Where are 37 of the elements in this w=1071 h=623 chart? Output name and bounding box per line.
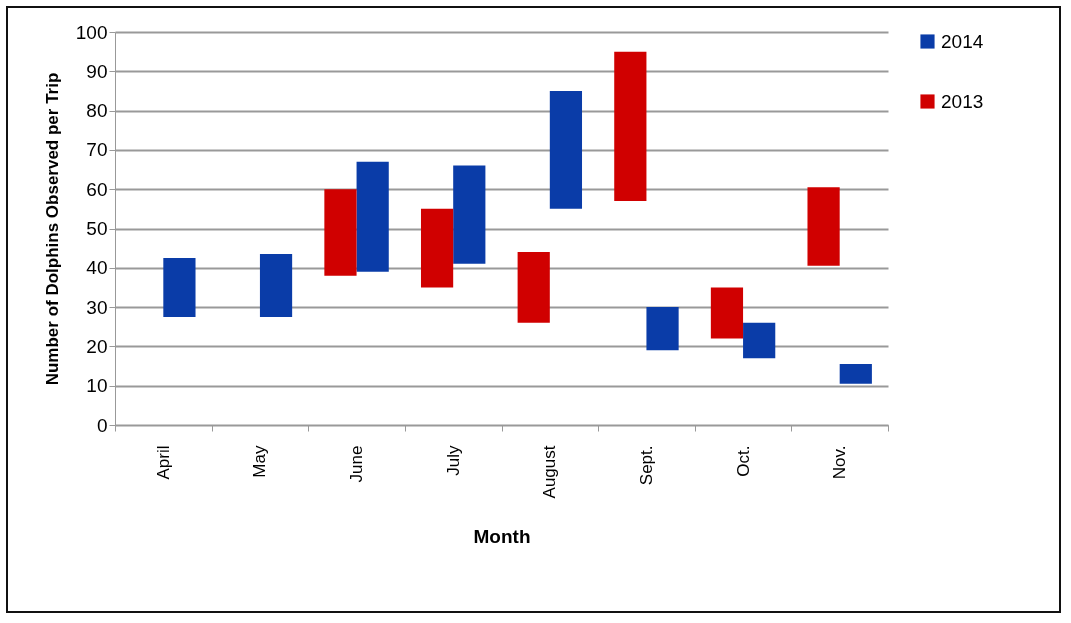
x-tick-label: July: [443, 445, 463, 476]
bar: [517, 252, 550, 323]
y-tick-label: 70: [86, 139, 108, 161]
bar: [614, 51, 647, 201]
y-tick-label: 100: [75, 21, 108, 43]
bar: [743, 322, 776, 359]
bar: [356, 161, 389, 272]
x-tick-label: May: [250, 445, 270, 478]
y-tick-label: 10: [86, 375, 108, 397]
bar: [163, 257, 196, 317]
y-tick-label: 20: [86, 335, 108, 357]
y-axis-title: Number of Dolphins Observed per Trip: [42, 72, 62, 386]
bar: [453, 165, 486, 264]
y-tick-label: 40: [86, 257, 108, 279]
x-tick-label: Sept.: [636, 445, 656, 486]
x-tick-label: April: [153, 445, 173, 480]
y-tick-label: 0: [96, 414, 108, 436]
y-tick-label: 60: [86, 178, 108, 200]
x-tick-label: June: [347, 445, 367, 483]
y-tick-label: 30: [86, 296, 108, 318]
x-axis-title: Month: [473, 526, 531, 548]
bar: [710, 287, 744, 339]
x-tick-label: Oct.: [733, 445, 753, 477]
bar: [646, 307, 679, 351]
y-tick-label: 50: [86, 218, 108, 239]
bar: [807, 187, 840, 266]
legend-label: 2014: [941, 30, 984, 52]
x-tick-label: Nov.: [830, 445, 850, 480]
bar: [324, 189, 357, 276]
bar: [549, 90, 583, 209]
y-tick-label: 90: [86, 60, 108, 82]
x-tick-label: August: [540, 445, 560, 499]
bar: [839, 364, 872, 384]
y-tick-label: 80: [86, 100, 108, 122]
bar: [420, 208, 454, 288]
legend-label: 2013: [941, 90, 984, 112]
bar: [259, 254, 293, 317]
